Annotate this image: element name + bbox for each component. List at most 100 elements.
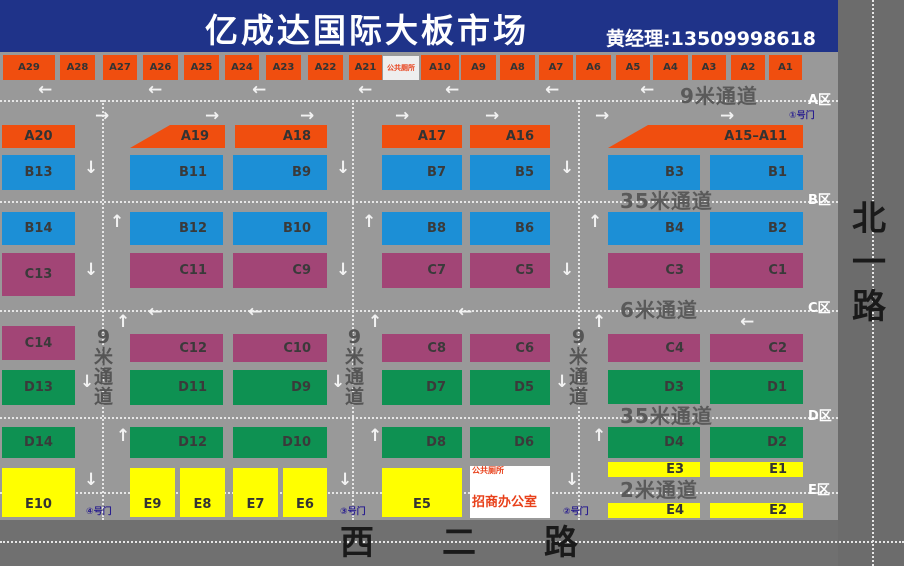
stall-d[interactable]: D2 (710, 427, 803, 458)
zone-label-d: D区 (808, 409, 832, 424)
stall-a[interactable]: A2 (731, 55, 765, 80)
channel-label-2m: 2米通道 (620, 478, 698, 502)
stall-c[interactable]: C2 (710, 334, 803, 362)
stall-a[interactable]: A22 (308, 55, 343, 80)
stall-d[interactable]: D11 (130, 370, 223, 405)
road-south (0, 520, 838, 566)
stall-a[interactable]: A10 (421, 55, 459, 80)
stall-a[interactable]: A28 (60, 55, 95, 80)
road-line (872, 0, 874, 566)
arrow-left-icon: ← (252, 80, 267, 100)
stall-b[interactable]: B10 (233, 212, 327, 245)
arrow-up-icon: ↑ (368, 312, 383, 332)
arrow-down-icon: ↓ (560, 260, 575, 280)
stall-b[interactable]: B3 (608, 155, 700, 190)
stall-d[interactable]: D8 (382, 427, 462, 458)
stall-b[interactable]: B9 (233, 155, 327, 190)
stall-d[interactable]: D3 (608, 370, 700, 404)
stall-e[interactable]: E1 (710, 462, 803, 477)
stall-a[interactable]: A7 (539, 55, 573, 80)
stall-c[interactable]: C14 (2, 326, 75, 360)
stall-d[interactable]: D13 (2, 370, 75, 405)
stall-a[interactable]: A20 (2, 125, 75, 148)
stall-b[interactable]: B7 (382, 155, 462, 190)
lane-line (352, 100, 354, 520)
stall-a[interactable]: A16 (470, 125, 550, 148)
stall-c[interactable]: C6 (470, 334, 550, 362)
stall-e[interactable]: E5 (382, 468, 462, 517)
stall-a[interactable]: A17 (382, 125, 462, 148)
stall-d[interactable]: D7 (382, 370, 462, 405)
stall-c[interactable]: C12 (130, 334, 223, 362)
stall-b[interactable]: B8 (382, 212, 462, 245)
lane-line (102, 100, 104, 520)
stall-a[interactable]: A24 (225, 55, 259, 80)
stall-a[interactable]: A5 (616, 55, 650, 80)
stall-c[interactable]: C4 (608, 334, 700, 362)
stall-b[interactable]: B14 (2, 212, 75, 245)
stall-b[interactable]: B4 (608, 212, 700, 245)
stall-d[interactable]: D5 (470, 370, 550, 405)
stall-c[interactable]: C13 (2, 253, 75, 296)
stall-a[interactable]: A9 (461, 55, 496, 80)
stall-a[interactable]: A25 (184, 55, 219, 80)
stall-a[interactable]: A15–A11 (608, 125, 803, 148)
stall-a[interactable]: A3 (692, 55, 726, 80)
stall-d[interactable]: D6 (470, 427, 550, 458)
stall-e[interactable]: E6 (283, 468, 327, 517)
stall-a[interactable]: A21 (349, 55, 382, 80)
stall-c[interactable]: C7 (382, 253, 462, 288)
arrow-up-icon: ↑ (116, 426, 131, 446)
stall-e[interactable]: E8 (180, 468, 225, 517)
stall-a[interactable]: A29 (3, 55, 55, 80)
stall-d[interactable]: D4 (608, 427, 700, 458)
public-toilet: 公共厕所 (472, 466, 504, 475)
stall-a[interactable]: A1 (769, 55, 802, 80)
stall-c[interactable]: C8 (382, 334, 462, 362)
stall-b[interactable]: B2 (710, 212, 803, 245)
stall-e[interactable]: E2 (710, 503, 803, 518)
stall-a[interactable]: A18 (235, 125, 327, 148)
channel-label-35m: 35米通道 (620, 404, 713, 428)
stall-e[interactable]: E4 (608, 503, 700, 518)
arrow-up-icon: ↑ (116, 312, 131, 332)
arrow-down-icon: ↓ (331, 372, 346, 392)
stall-e[interactable]: E10 (2, 468, 75, 517)
stall-c[interactable]: C1 (710, 253, 803, 288)
arrow-left-icon: ← (148, 302, 163, 322)
leasing-office-label: 招商办公室 (472, 495, 538, 510)
stall-c[interactable]: C5 (470, 253, 550, 288)
stall-a[interactable]: A26 (143, 55, 178, 80)
stall-c[interactable]: C3 (608, 253, 700, 288)
lane-line (0, 417, 838, 419)
stall-b[interactable]: B5 (470, 155, 550, 190)
stall-a[interactable]: A8 (500, 55, 535, 80)
stall-a[interactable]: A6 (576, 55, 611, 80)
arrow-right-icon: → (720, 106, 735, 126)
road-name-south: 二 (442, 523, 476, 563)
header-banner (0, 0, 838, 52)
stall-b[interactable]: B12 (130, 212, 223, 245)
stall-c[interactable]: C10 (233, 334, 327, 362)
stall-c[interactable]: C9 (233, 253, 327, 288)
stall-d[interactable]: D10 (233, 427, 327, 458)
stall-d[interactable]: D1 (710, 370, 803, 404)
stall-a[interactable]: A23 (266, 55, 301, 80)
stall-b[interactable]: B11 (130, 155, 223, 190)
stall-e[interactable]: E9 (130, 468, 175, 517)
stall-b[interactable]: B6 (470, 212, 550, 245)
arrow-left-icon: ← (458, 302, 473, 322)
stall-d[interactable]: D9 (233, 370, 327, 405)
stall-a[interactable]: A27 (103, 55, 137, 80)
stall-e[interactable]: E7 (233, 468, 278, 517)
stall-b[interactable]: B13 (2, 155, 75, 190)
stall-a[interactable]: A4 (653, 55, 688, 80)
stall-b[interactable]: B1 (710, 155, 803, 190)
stall-c[interactable]: C11 (130, 253, 223, 288)
stall-e[interactable]: E3 (608, 462, 700, 477)
arrow-down-icon: ↓ (336, 158, 351, 178)
stall-d[interactable]: D14 (2, 427, 75, 458)
arrow-down-icon: ↓ (84, 470, 99, 490)
stall-d[interactable]: D12 (130, 427, 223, 458)
